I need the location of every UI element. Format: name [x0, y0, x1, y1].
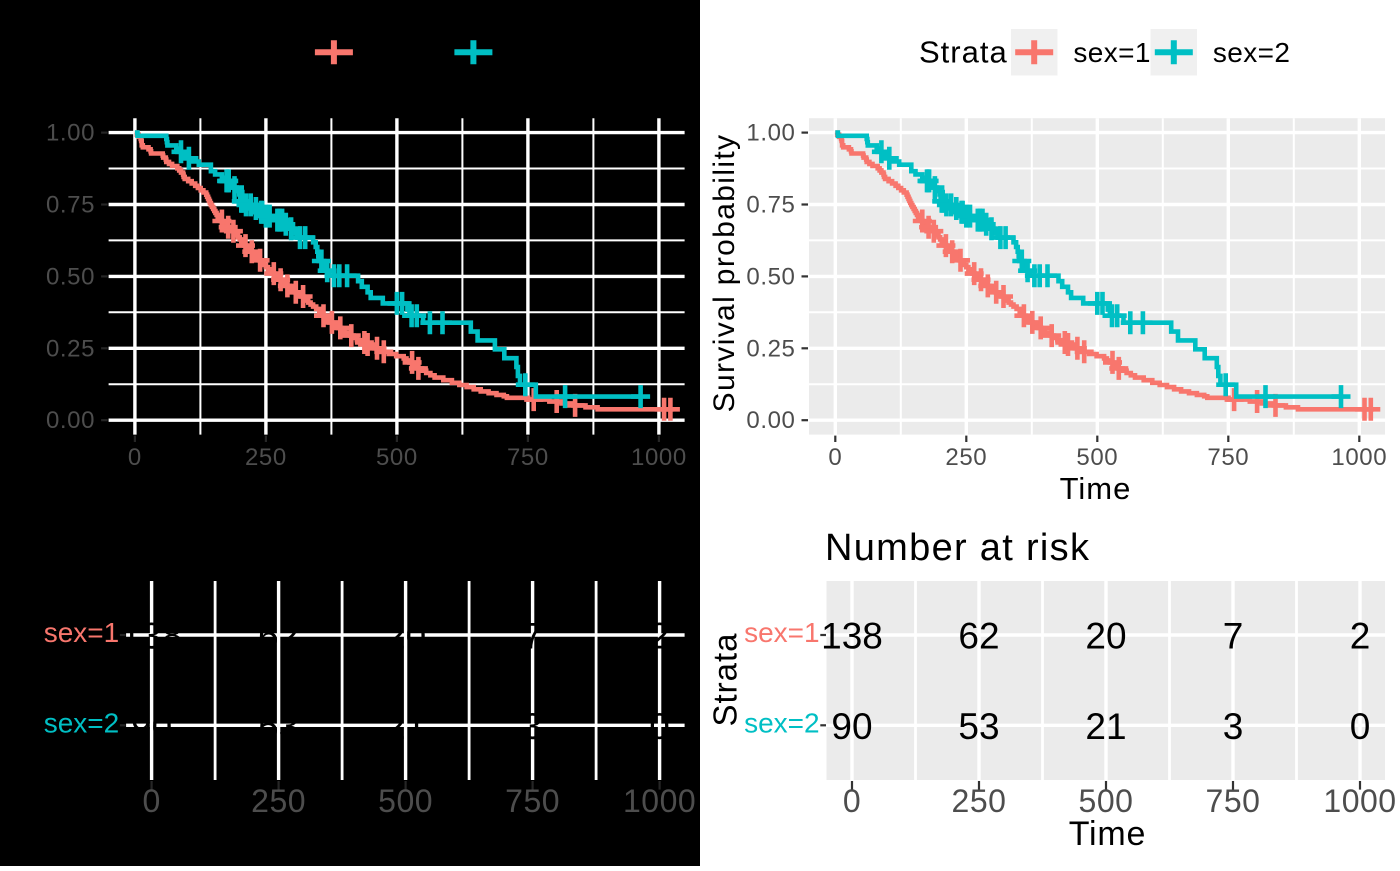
svg-text:21: 21 — [385, 706, 426, 747]
svg-text:0.75: 0.75 — [746, 192, 795, 219]
svg-text:0.50: 0.50 — [46, 263, 95, 290]
svg-text:3: 3 — [522, 706, 543, 747]
svg-text:138: 138 — [821, 616, 883, 657]
svg-text:sex=2: sex=2 — [744, 707, 820, 738]
svg-text:53: 53 — [958, 706, 999, 747]
svg-text:250: 250 — [245, 444, 287, 471]
svg-text:Time: Time — [359, 471, 431, 506]
svg-text:90: 90 — [831, 706, 872, 747]
svg-text:0.00: 0.00 — [746, 407, 795, 434]
svg-text:Survival probability: Survival probability — [8, 134, 41, 413]
svg-text:0: 0 — [843, 783, 861, 819]
svg-text:1000: 1000 — [1331, 444, 1387, 471]
svg-text:1000: 1000 — [1323, 783, 1396, 819]
svg-text:0: 0 — [1350, 706, 1371, 747]
svg-text:138: 138 — [121, 616, 183, 657]
svg-text:750: 750 — [1206, 783, 1261, 819]
svg-text:250: 250 — [952, 783, 1007, 819]
svg-text:Number at risk: Number at risk — [825, 527, 1090, 569]
svg-text:Strata: Strata — [219, 35, 308, 70]
svg-text:750: 750 — [505, 783, 560, 819]
svg-text:0.50: 0.50 — [746, 263, 795, 290]
svg-text:20: 20 — [385, 616, 426, 657]
svg-text:sex=2: sex=2 — [1213, 37, 1291, 68]
svg-text:0.25: 0.25 — [746, 335, 795, 362]
svg-text:0.25: 0.25 — [46, 335, 95, 362]
svg-text:21: 21 — [1085, 706, 1126, 747]
svg-text:2: 2 — [1350, 616, 1371, 657]
svg-text:500: 500 — [1079, 783, 1134, 819]
svg-text:sex=1: sex=1 — [744, 617, 820, 648]
svg-text:sex=1: sex=1 — [44, 617, 120, 648]
svg-text:250: 250 — [945, 444, 987, 471]
svg-text:Number at risk: Number at risk — [125, 527, 390, 569]
svg-text:750: 750 — [507, 444, 549, 471]
svg-text:Strata: Strata — [919, 35, 1008, 70]
svg-text:Time: Time — [1069, 815, 1147, 853]
svg-text:Strata: Strata — [706, 632, 743, 726]
svg-text:Strata: Strata — [6, 632, 43, 726]
svg-text:1000: 1000 — [623, 783, 696, 819]
svg-text:1.00: 1.00 — [46, 120, 95, 147]
svg-text:Survival probability: Survival probability — [708, 134, 741, 413]
svg-text:sex=1: sex=1 — [1073, 37, 1151, 68]
svg-text:1000: 1000 — [631, 444, 687, 471]
svg-text:2: 2 — [649, 616, 670, 657]
svg-text:sex=2: sex=2 — [513, 37, 591, 68]
svg-text:0: 0 — [649, 706, 670, 747]
svg-text:7: 7 — [1223, 616, 1244, 657]
svg-text:0.75: 0.75 — [46, 192, 95, 219]
svg-text:Time: Time — [1060, 471, 1132, 506]
svg-text:53: 53 — [258, 706, 299, 747]
svg-text:1.00: 1.00 — [746, 120, 795, 147]
svg-text:sex=2: sex=2 — [44, 707, 120, 738]
svg-text:62: 62 — [958, 616, 999, 657]
svg-text:7: 7 — [522, 616, 543, 657]
svg-text:500: 500 — [1076, 444, 1118, 471]
svg-text:500: 500 — [378, 783, 433, 819]
svg-text:0: 0 — [828, 444, 842, 471]
svg-text:62: 62 — [258, 616, 299, 657]
svg-text:0: 0 — [128, 444, 142, 471]
svg-text:20: 20 — [1085, 616, 1126, 657]
svg-text:500: 500 — [376, 444, 418, 471]
svg-text:250: 250 — [251, 783, 306, 819]
svg-text:0: 0 — [142, 783, 160, 819]
svg-text:Time: Time — [368, 815, 446, 853]
svg-text:3: 3 — [1223, 706, 1244, 747]
svg-text:90: 90 — [131, 706, 172, 747]
svg-text:750: 750 — [1207, 444, 1249, 471]
svg-text:sex=1: sex=1 — [373, 37, 451, 68]
svg-text:0.00: 0.00 — [46, 407, 95, 434]
